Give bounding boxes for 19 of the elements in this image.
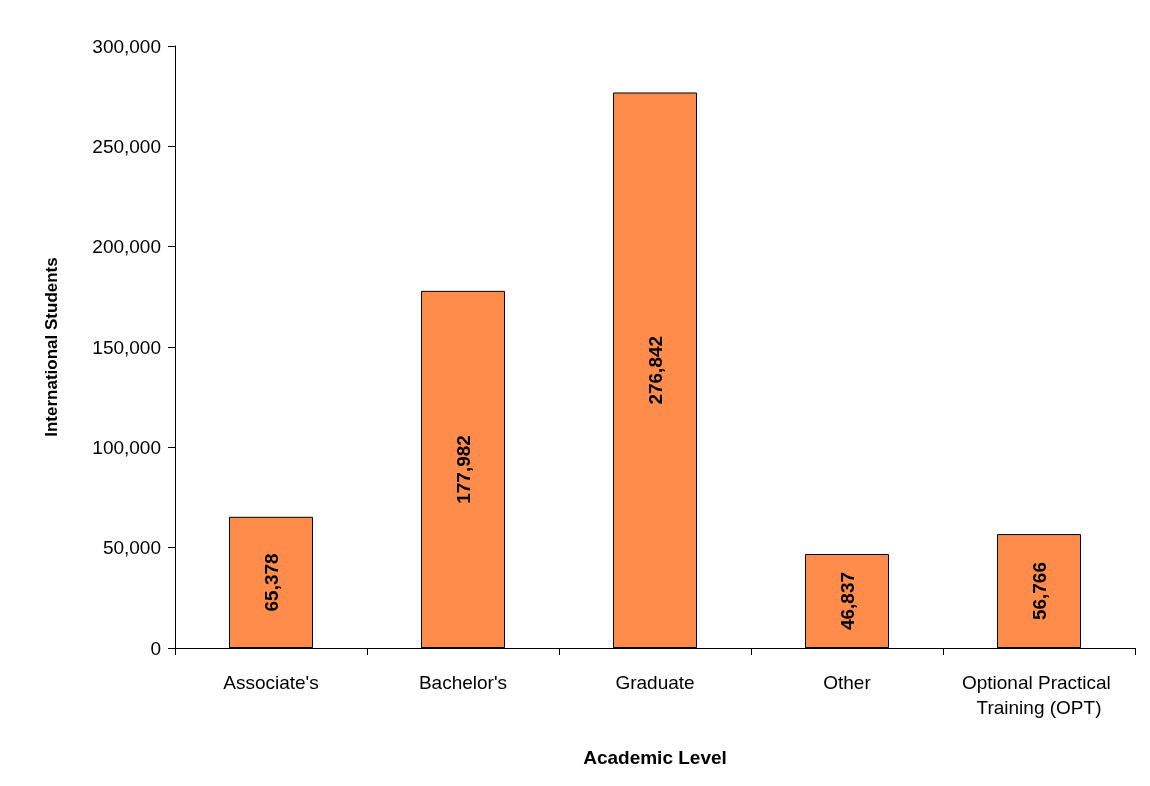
data-label: 276,842 — [644, 335, 666, 405]
x-tick-label: Other — [823, 672, 872, 693]
y-tick-label: 100,000 — [92, 436, 161, 458]
y-tick-label: 0 — [150, 637, 161, 659]
x-axis-title: Academic Level — [583, 747, 727, 768]
x-tick-label: Associate's — [223, 672, 319, 693]
x-tick-label: Graduate — [615, 672, 695, 693]
x-tick-label: Optional Practical Training (OPT) — [961, 672, 1117, 718]
y-tick-label: 150,000 — [92, 336, 161, 358]
y-tick-label: 50,000 — [102, 537, 161, 559]
data-label: 56,766 — [1028, 561, 1050, 621]
y-axis-title: International Students — [42, 257, 61, 437]
data-label: 46,837 — [836, 571, 858, 631]
data-label: 177,982 — [452, 435, 474, 504]
y-tick-label: 300,000 — [92, 35, 161, 57]
x-tick-label: Bachelor's — [418, 672, 508, 693]
y-tick-label: 200,000 — [92, 236, 161, 258]
data-label: 65,378 — [260, 553, 282, 612]
y-tick-label: 250,000 — [92, 135, 161, 157]
